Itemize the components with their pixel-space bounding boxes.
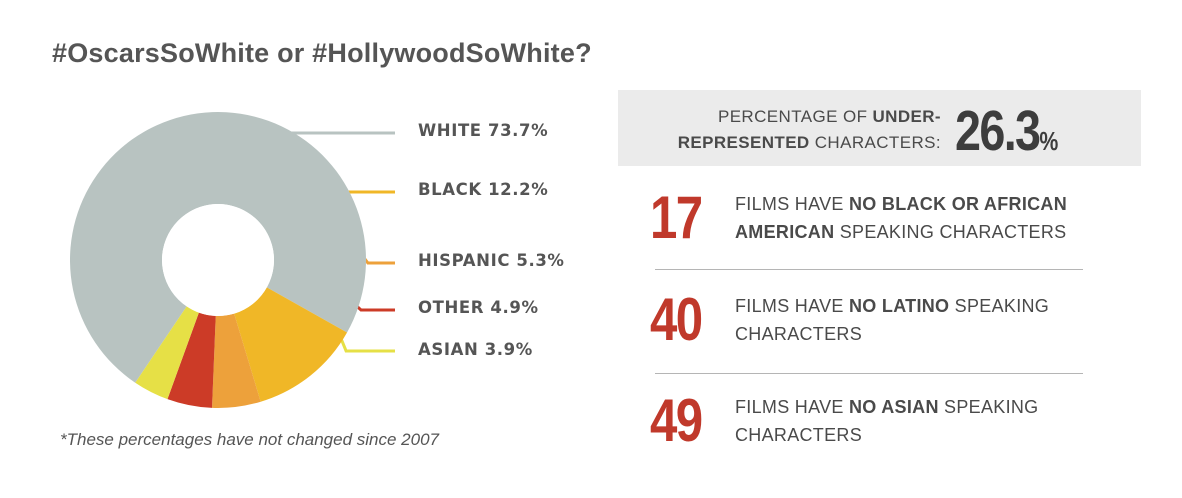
legend-label-white: WHITE 73.7% [418, 121, 549, 140]
donut-slice-other [167, 312, 216, 408]
percentage-label-line1: PERCENTAGE OF UNDER- [717, 107, 941, 126]
page-title: #OscarsSoWhite or #HollywoodSoWhite? [52, 38, 592, 68]
percentage-label-line2: REPRESENTED CHARACTERS: [677, 133, 941, 152]
stat-text: FILMS HAVE NO ASIAN SPEAKING CHARACTERS [735, 397, 1039, 445]
stat-number: 49 [650, 387, 703, 454]
stat-number: 17 [650, 184, 703, 251]
percentage-label: PERCENTAGE OF UNDER- REPRESENTED CHARACT… [678, 104, 941, 156]
stat-text: FILMS HAVE NO LATINO SPEAKING CHARACTERS [735, 296, 1050, 344]
stat-number: 40 [650, 286, 703, 353]
donut-hole [162, 204, 274, 316]
stat-item-1: 17 FILMS HAVE NO BLACK OR AFRICAN AMERIC… [650, 186, 1090, 256]
donut-slice-asian [135, 306, 199, 400]
donut-slice-black [234, 287, 348, 402]
divider [655, 373, 1083, 374]
leader-line-asian [338, 335, 395, 353]
legend-label-black: BLACK 12.2% [418, 180, 549, 199]
legend-label-asian: ASIAN 3.9% [418, 340, 533, 359]
donut-chart [70, 112, 395, 408]
stat-text: FILMS HAVE NO BLACK OR AFRICAN AMERICAN … [735, 194, 1068, 242]
leader-line-hispanic [360, 254, 395, 265]
stat-item-2: 40 FILMS HAVE NO LATINO SPEAKING CHARACT… [650, 288, 1090, 358]
stat-item-3: 49 FILMS HAVE NO ASIAN SPEAKING CHARACTE… [650, 389, 1090, 459]
leader-line-other [353, 303, 395, 312]
percentage-value: 26.3% [955, 99, 1059, 163]
legend-label-other: OTHER 4.9% [418, 298, 539, 317]
donut-slice-white [70, 112, 367, 383]
donut-slice-hispanic [212, 313, 261, 408]
divider [655, 269, 1083, 270]
percentage-box: PERCENTAGE OF UNDER- REPRESENTED CHARACT… [618, 90, 1141, 166]
legend-label-hispanic: HISPANIC 5.3% [418, 251, 565, 270]
footnote: *These percentages have not changed sinc… [60, 430, 439, 449]
